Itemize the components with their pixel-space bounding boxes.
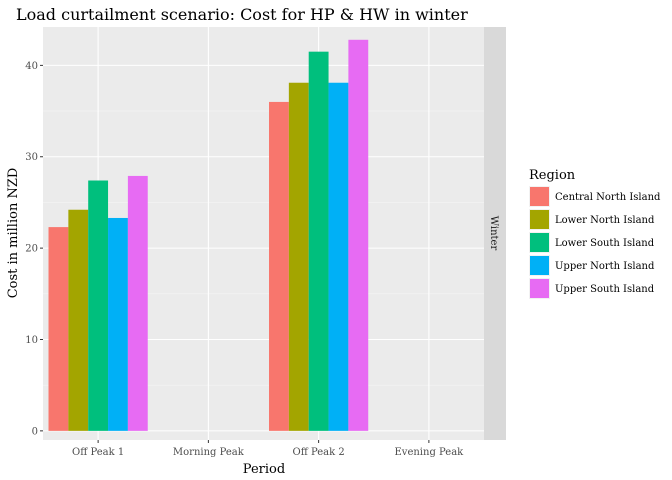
x-tick-label: Off Peak 2	[293, 447, 345, 458]
legend-label: Lower North Island	[555, 215, 655, 226]
legend-label: Lower South Island	[555, 238, 655, 249]
legend-label: Upper South Island	[555, 284, 655, 295]
y-tick-label: 20	[25, 244, 38, 255]
bar	[269, 101, 289, 431]
y-axis-ticks: 0 10 20 30 40	[25, 61, 43, 437]
bar	[68, 209, 89, 431]
bar	[48, 227, 69, 431]
facet-strip	[484, 27, 506, 440]
x-axis-ticks: Off Peak 1 Morning Peak Off Peak 2 Evening …	[72, 440, 464, 458]
bars-group	[48, 39, 369, 431]
facet-strip-label: Winter	[488, 216, 499, 251]
y-tick-label: 0	[32, 426, 38, 437]
bar	[308, 51, 329, 431]
x-tick-label: Morning Peak	[173, 447, 245, 458]
legend-swatch	[530, 233, 549, 252]
bar	[328, 82, 349, 431]
legend-title: Region	[529, 168, 576, 183]
y-tick-label: 10	[25, 335, 38, 346]
y-axis-title: Cost in million NZD	[6, 168, 21, 299]
legend-label: Central North Island	[555, 192, 661, 203]
bar	[88, 180, 109, 431]
legend-swatch	[530, 256, 549, 275]
chart-title: Load curtailment scenario: Cost for HP &…	[16, 5, 468, 24]
x-tick-label: Evening Peak	[395, 447, 465, 458]
legend: Region Central North Island Lower North I…	[529, 168, 661, 299]
legend-swatch	[530, 187, 549, 206]
y-tick-label: 30	[25, 152, 38, 163]
bar	[348, 39, 369, 431]
legend-swatch	[530, 279, 549, 298]
bar	[288, 82, 309, 431]
legend-swatch	[530, 210, 549, 229]
y-tick-label: 40	[25, 61, 38, 72]
bar	[108, 217, 128, 431]
legend-label: Upper North Island	[555, 261, 655, 272]
x-axis-title: Period	[243, 462, 285, 477]
bar	[127, 175, 148, 431]
x-tick-label: Off Peak 1	[72, 447, 124, 458]
